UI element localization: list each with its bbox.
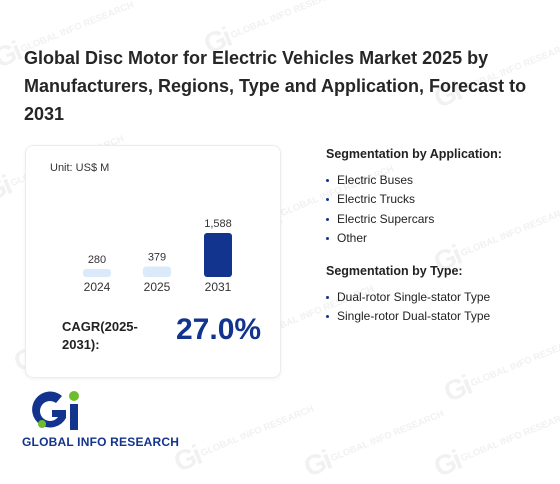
bar-2025 — [143, 266, 171, 277]
data-label-2031: 1,588 — [204, 218, 232, 230]
category-label-2024: 2024 — [84, 280, 111, 294]
type-item: Dual-rotor Single-stator Type — [326, 288, 490, 307]
segmentation-by-type: Segmentation by Type: Dual-rotor Single-… — [326, 264, 490, 327]
gi-logo-icon — [32, 391, 79, 430]
application-item: Electric Buses — [326, 171, 502, 190]
data-label-2024: 280 — [88, 254, 106, 266]
application-item: Other — [326, 229, 502, 248]
cagr-label: CAGR(2025-2031): — [62, 319, 138, 352]
bar-2031 — [204, 233, 232, 277]
global-info-research-logo: GLOBAL INFO RESEARCH — [22, 388, 192, 449]
market-size-card: Unit: US$ M 280 2024 379 2025 1,588 2031 CAGR… — [25, 145, 281, 378]
segmentation-type-title: Segmentation by Type: — [326, 264, 463, 278]
bar-2024 — [83, 269, 111, 277]
cagr-value: 27.0% — [176, 313, 262, 346]
page-title: Global Disc Motor for Electric Vehicles … — [24, 48, 527, 124]
segmentation-by-application: Segmentation by Application: Electric Bu… — [326, 147, 502, 248]
unit-label: Unit: US$ M — [50, 162, 110, 174]
application-item: Electric Supercars — [326, 210, 502, 229]
segmentation-application-title: Segmentation by Application: — [326, 147, 502, 161]
type-item: Single-rotor Dual-stator Type — [326, 307, 490, 326]
market-size-bar-chart: 280 2024 379 2025 1,588 2031 — [83, 218, 232, 294]
application-item: Electric Trucks — [326, 190, 502, 209]
data-label-2025: 379 — [148, 251, 166, 263]
category-label-2031: 2031 — [205, 280, 232, 294]
category-label-2025: 2025 — [144, 280, 171, 294]
logo-text: GLOBAL INFO RESEARCH — [22, 435, 180, 449]
